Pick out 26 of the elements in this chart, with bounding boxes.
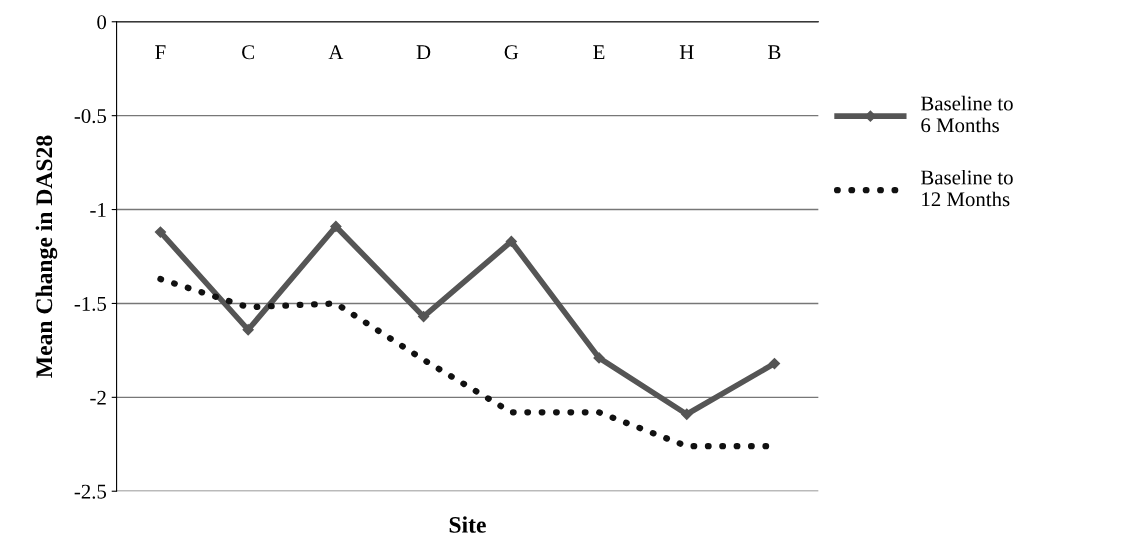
y-tick-label: -0.5 [74,109,107,124]
point [417,310,430,323]
x-tick-label: F [155,45,166,59]
y-tick-label: 0 [97,15,107,30]
y-axis-title: Mean Change in DAS28 [35,135,58,378]
y-tick-label: -2.5 [74,484,107,499]
x-tick-label: G [504,45,519,60]
point [154,226,167,238]
point [593,352,605,364]
legend-label: Baseline to 12 Months [921,169,1013,207]
point [242,324,254,336]
x-axis-title: Site [449,516,486,533]
x-tick-label: C [242,45,254,60]
x-tick-label: B [768,45,781,60]
y-tick-label: -1.5 [74,296,107,311]
y-tick-label: -1 [90,203,106,217]
x-tick-label: E [593,45,605,59]
point [768,357,781,370]
point [505,235,517,248]
x-tick-label: H [679,45,694,59]
legend-label: Baseline to 6 Months [921,95,1013,133]
point [681,408,693,420]
point [330,220,342,233]
y-tick-label: -2 [90,390,106,405]
x-tick-label: D [416,45,431,60]
x-tick-label: A [328,45,344,59]
